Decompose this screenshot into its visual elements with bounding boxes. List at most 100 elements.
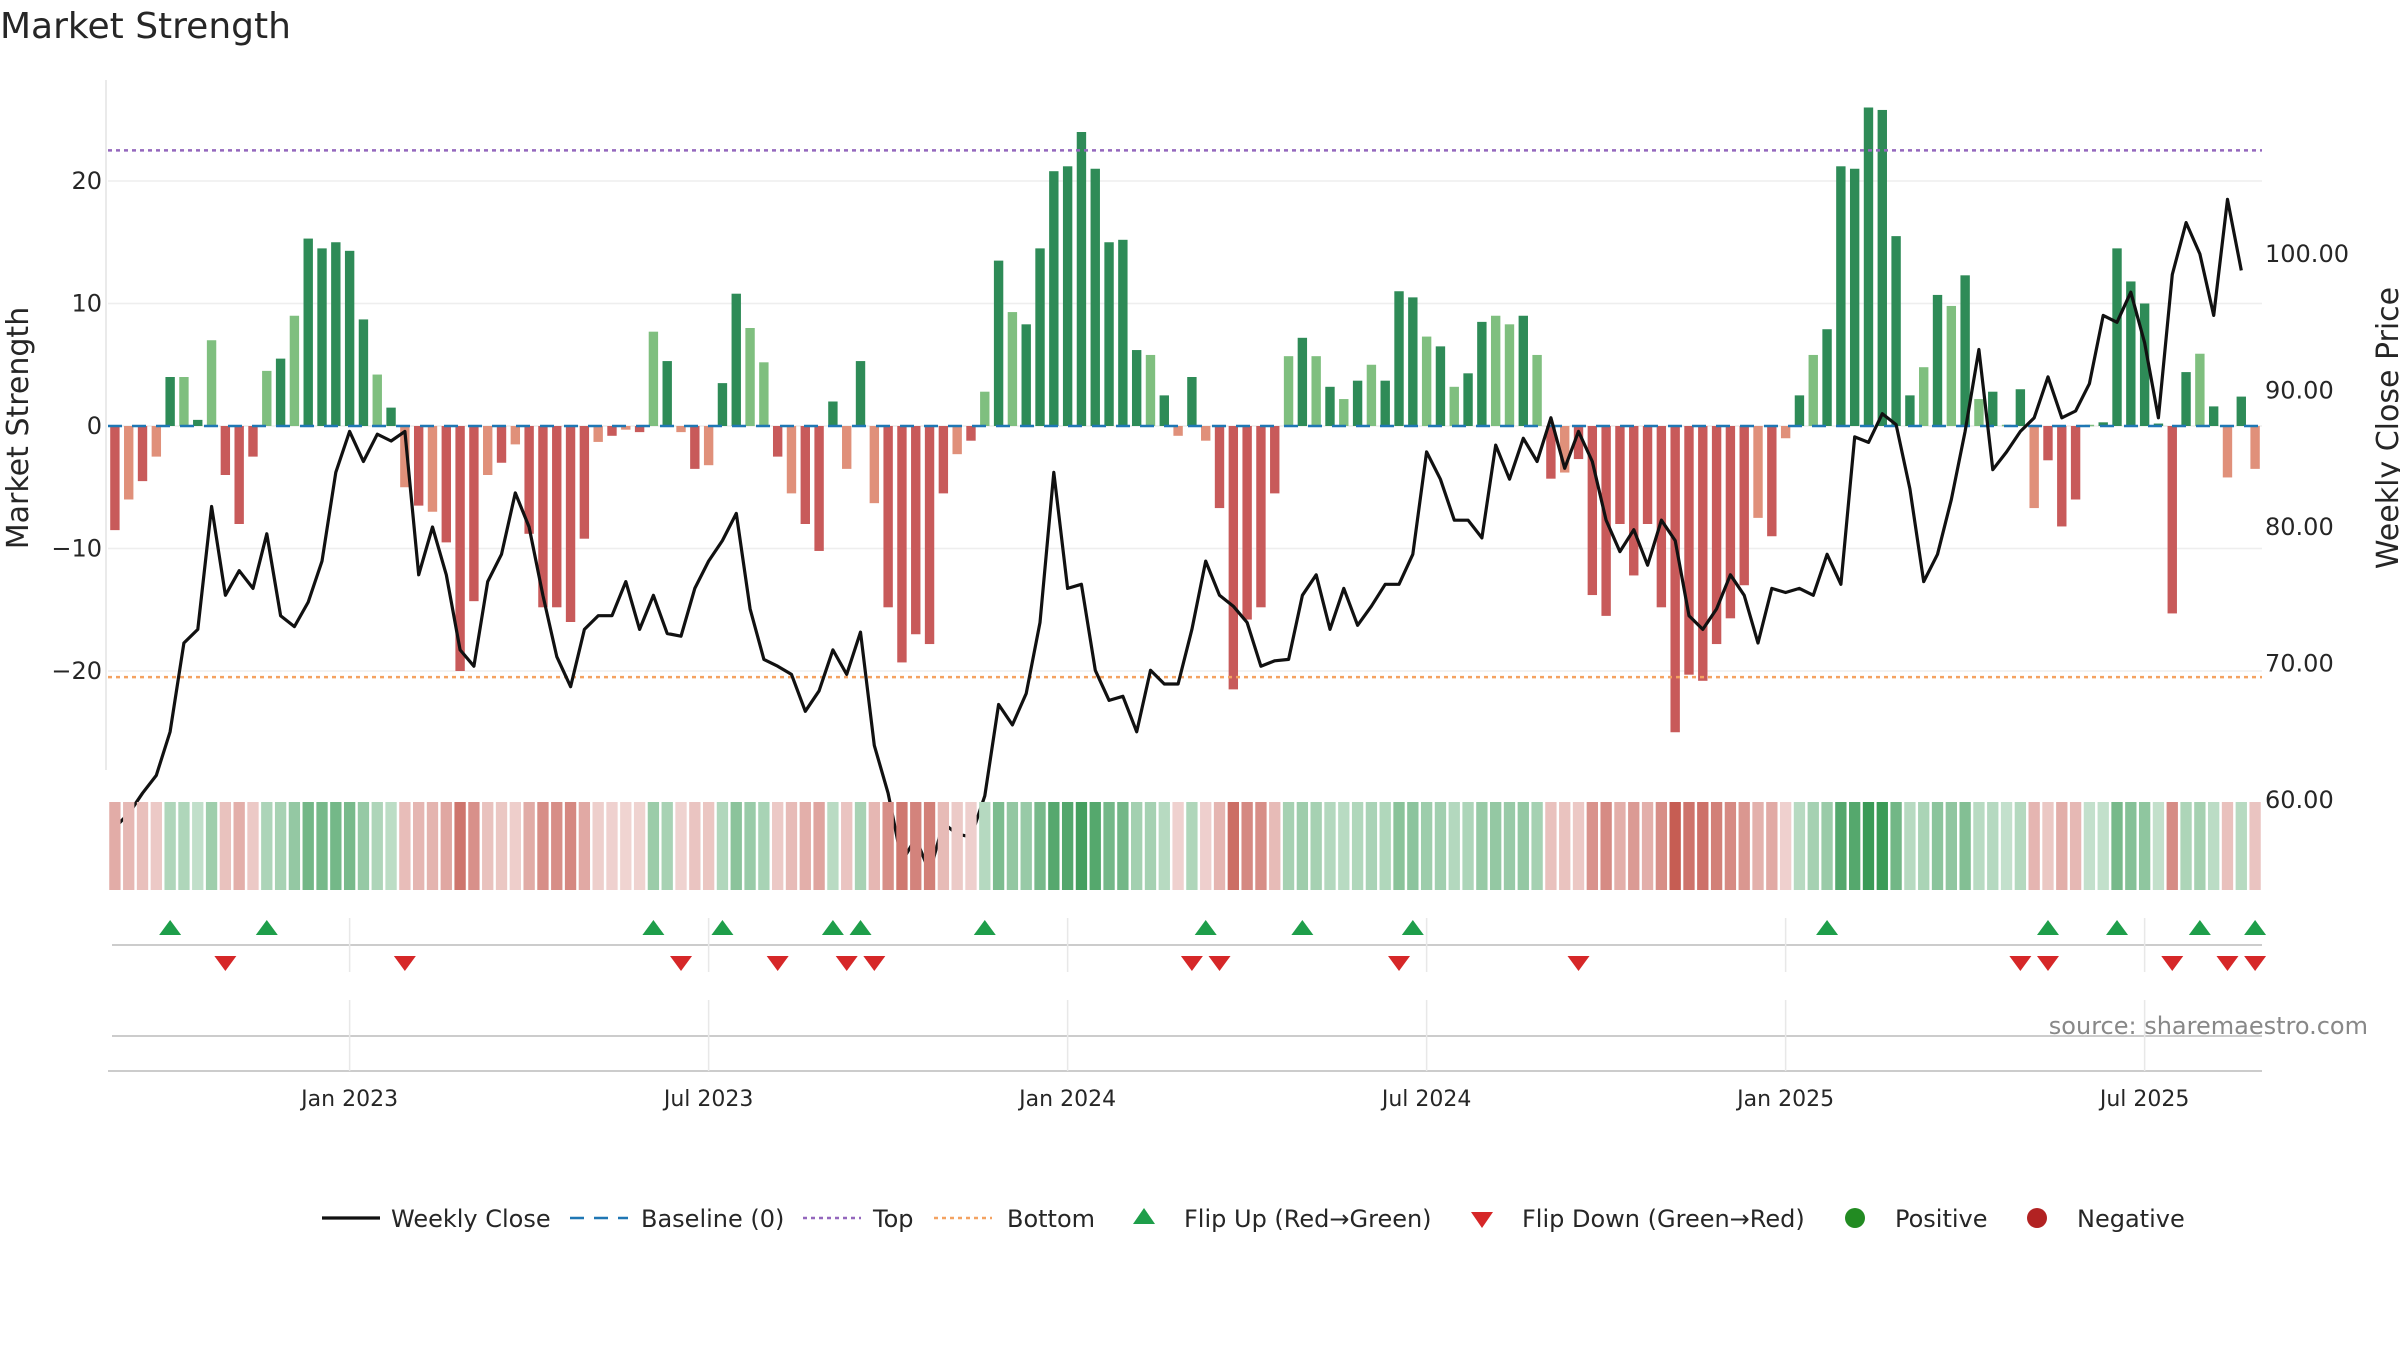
heat-cell — [910, 802, 922, 890]
heat-cell — [1462, 802, 1474, 890]
y2-tick-label: 60.00 — [2265, 786, 2334, 814]
flip-markers-panel — [108, 920, 2267, 1072]
heat-cell — [468, 802, 480, 890]
flip-up-marker — [821, 920, 844, 935]
flip-down-marker — [670, 956, 693, 971]
heat-cell — [758, 802, 770, 890]
strength-bar — [1366, 364, 1377, 426]
heat-cell — [2083, 802, 2096, 890]
strength-bar — [676, 426, 686, 433]
heat-cell — [2235, 802, 2247, 890]
strength-bar — [1408, 297, 1418, 426]
heat-cell — [1890, 802, 1902, 890]
heat-cell — [1628, 802, 1640, 890]
heat-cell — [1490, 802, 1502, 890]
y2-tick-label: 70.00 — [2265, 650, 2334, 678]
strength-bar — [1988, 391, 1998, 426]
strength-bar — [924, 426, 935, 645]
heat-cell — [357, 802, 370, 890]
heat-cell — [482, 802, 494, 890]
strength-bar — [828, 401, 838, 426]
strength-bar — [869, 426, 880, 504]
heat-cell — [302, 802, 314, 890]
strength-bar — [1131, 350, 1142, 426]
heat-cell — [330, 802, 342, 890]
flip-down-marker — [2216, 956, 2239, 971]
strength-bar — [137, 426, 148, 482]
strength-bar — [2222, 426, 2233, 478]
heat-cell — [261, 802, 273, 890]
strength-bar — [1076, 132, 1087, 426]
heat-cell — [979, 802, 991, 890]
strength-bar — [1021, 324, 1031, 426]
heat-cell — [675, 802, 687, 890]
heat-cell — [1061, 802, 1074, 890]
heat-cell — [2056, 802, 2068, 890]
heat-cell — [2111, 802, 2123, 890]
strength-bar — [2167, 426, 2177, 614]
heat-cell — [1862, 802, 1875, 890]
flip-down-marker — [2161, 956, 2184, 971]
y-axis-title: Market Strength — [1, 307, 36, 549]
heat-cell — [1324, 802, 1336, 890]
strength-bar — [483, 426, 493, 475]
strength-bar — [1435, 346, 1446, 426]
heat-cell — [2194, 802, 2206, 890]
strength-bar — [151, 426, 162, 457]
strength-bar — [1518, 315, 1528, 426]
heat-cell — [937, 802, 950, 890]
heat-cell — [702, 802, 715, 890]
heat-cell — [854, 802, 867, 890]
heat-cell — [785, 802, 798, 890]
strength-bar — [1546, 426, 1556, 479]
heat-cell — [1393, 802, 1405, 890]
strength-bar — [358, 319, 369, 426]
heat-cell — [1048, 802, 1060, 890]
heat-cell — [1103, 802, 1115, 890]
heat-cell — [1200, 802, 1212, 890]
strength-bar — [386, 407, 396, 426]
strength-bar — [1698, 426, 1708, 681]
legend-weekly-close-label: Weekly Close — [391, 1205, 551, 1233]
heat-cell — [1614, 802, 1626, 890]
strength-bar — [441, 426, 451, 543]
strength-bar — [980, 391, 990, 426]
heat-cell — [1131, 802, 1143, 890]
strength-bar — [1449, 386, 1459, 426]
heat-cell — [1310, 802, 1322, 890]
strength-bar — [2181, 372, 2191, 426]
flip-up-marker — [973, 920, 996, 935]
strength-bar — [1242, 426, 1252, 620]
strength-bar — [1615, 426, 1625, 524]
heat-cell — [1586, 802, 1598, 890]
x-tick-label: Jul 2025 — [2098, 1087, 2190, 1112]
strength-bar — [524, 426, 534, 534]
strength-bar — [855, 361, 866, 426]
strength-bar — [1836, 166, 1846, 427]
heat-cell — [1849, 802, 1861, 890]
flip-up-marker — [1291, 920, 1314, 935]
strength-bar — [1090, 168, 1100, 426]
y2-axis-ticks: 100.00 90.00 80.00 70.00 60.00 — [2265, 240, 2349, 814]
flip-up-marker — [2106, 920, 2129, 935]
strength-bar — [1711, 426, 1722, 645]
heat-cell — [1089, 802, 1101, 890]
strength-bar — [759, 362, 769, 426]
strength-bar — [331, 242, 341, 426]
y-axis-ticks: 20 10 0 −10 −20 — [51, 167, 102, 685]
heat-cell — [661, 802, 673, 890]
strength-bar — [993, 260, 1004, 426]
flip-down-marker — [2036, 956, 2059, 971]
heat-cell — [1172, 802, 1184, 890]
heat-cell — [2249, 802, 2261, 890]
heat-cell — [1144, 802, 1157, 890]
strength-bar — [2098, 422, 2108, 426]
heat-cell — [316, 802, 328, 890]
strength-bar — [1642, 426, 1653, 524]
legend-bottom-label: Bottom — [1007, 1205, 1095, 1233]
flip-down-marker — [1567, 956, 1590, 971]
heat-cell — [1282, 802, 1295, 890]
strength-bar — [193, 419, 203, 426]
flip-up-marker — [255, 920, 278, 935]
